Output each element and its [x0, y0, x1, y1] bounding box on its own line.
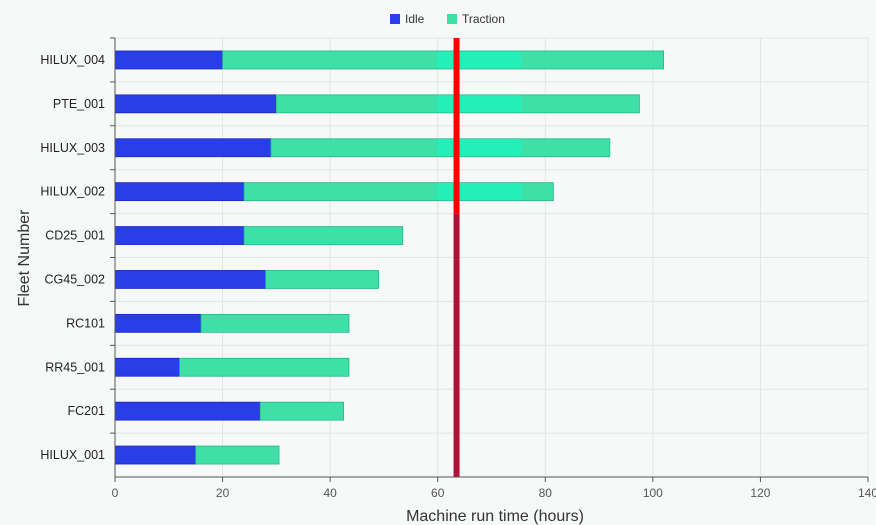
x-tick-label: 60 — [431, 486, 445, 500]
legend-swatch — [390, 14, 400, 24]
legend-label: Traction — [462, 12, 505, 26]
x-tick-label: 100 — [643, 486, 663, 500]
x-tick-label: 20 — [216, 486, 230, 500]
bar-idle[interactable] — [114, 357, 180, 377]
axes: 0 20 40 60 80 100 120 140 HILUX_004 PTE_001 HILUX_… — [40, 37, 876, 500]
bar-traction[interactable] — [259, 401, 344, 421]
bar-idle[interactable] — [114, 138, 272, 158]
x-axis-title: Machine run time (hours) — [406, 508, 584, 525]
bar-idle[interactable] — [114, 226, 245, 245]
bar-idle[interactable] — [114, 50, 223, 70]
bar-idle[interactable] — [114, 445, 197, 465]
x-tick-label: 120 — [750, 486, 770, 500]
y-category-label: FC201 — [67, 404, 105, 418]
bar-idle[interactable] — [114, 313, 202, 333]
y-category-label: RC101 — [66, 316, 105, 330]
bar-traction[interactable] — [243, 226, 404, 245]
legend-item-traction[interactable]: Traction — [447, 12, 505, 26]
highlight-band — [437, 51, 522, 69]
bar-idle[interactable] — [114, 182, 245, 202]
y-category-label: HILUX_001 — [40, 448, 105, 462]
y-axis-title: Fleet Number — [16, 209, 33, 307]
x-tick-label: 140 — [858, 486, 876, 500]
legend-swatch — [447, 14, 457, 24]
legend-label: Idle — [405, 12, 425, 26]
bar-traction[interactable] — [195, 445, 280, 465]
legend-item-idle[interactable]: Idle — [390, 12, 425, 26]
y-category-label: CD25_001 — [45, 229, 105, 243]
bar-idle[interactable] — [114, 270, 267, 289]
bars — [114, 50, 665, 465]
bar-traction[interactable] — [200, 313, 350, 333]
x-tick-label: 0 — [112, 486, 119, 500]
bar-idle[interactable] — [114, 94, 277, 114]
legend[interactable]: Idle Traction — [390, 12, 505, 26]
bar-traction[interactable] — [179, 357, 350, 377]
y-category-label: HILUX_002 — [40, 185, 105, 199]
y-category-label: RR45_001 — [45, 360, 105, 374]
y-category-label: HILUX_004 — [40, 53, 105, 67]
x-tick-label: 40 — [323, 486, 337, 500]
highlight-band — [437, 95, 522, 113]
highlight-band — [437, 183, 522, 201]
y-category-label: CG45_002 — [45, 272, 106, 286]
highlight-band — [437, 139, 522, 157]
y-category-label: HILUX_003 — [40, 141, 105, 155]
bar-traction[interactable] — [265, 270, 379, 289]
y-category-label: PTE_001 — [53, 97, 105, 111]
x-tick-label: 80 — [539, 486, 553, 500]
bar-idle[interactable] — [114, 401, 261, 421]
